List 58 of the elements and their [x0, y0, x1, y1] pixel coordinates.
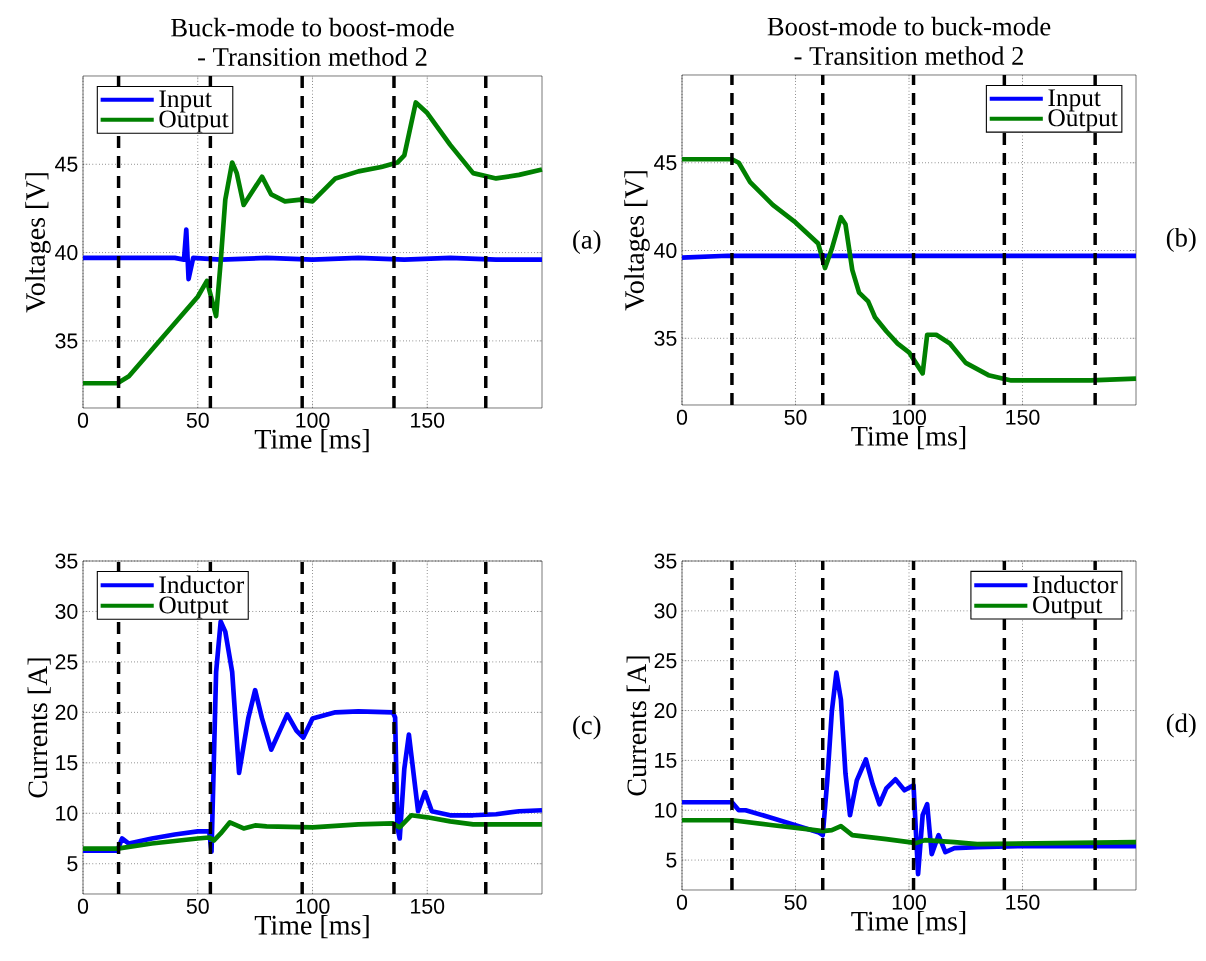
y-tick-label: 10 — [56, 805, 78, 821]
x-axis-title: Time [ms] — [851, 910, 966, 935]
chart-subtitle: - Transition method 2 — [198, 47, 427, 66]
y-tick-label: 30 — [654, 603, 677, 619]
y-axis-title: Voltages [V] — [25, 173, 51, 313]
legend-label: Output — [159, 596, 229, 619]
y-tick-label: 40 — [55, 245, 78, 261]
x-axis-title: Time [ms] — [254, 914, 369, 939]
text: (c) — [573, 715, 601, 740]
text: (d) — [1166, 713, 1196, 738]
legend-label: Output — [1033, 596, 1103, 619]
y-tick-label: 45 — [55, 156, 78, 172]
y-tick-label: 25 — [55, 654, 78, 670]
line-series — [80, 812, 545, 851]
y-tick-label: 20 — [654, 703, 677, 719]
y-tick-label: 25 — [654, 653, 677, 669]
y-tick-label: 15 — [56, 755, 78, 771]
legend-label: Inductor — [159, 575, 245, 594]
y-tick-label: 35 — [55, 553, 78, 569]
x-tick-label: 50 — [186, 898, 209, 914]
x-tick-label: 100 — [892, 894, 926, 910]
chart-title: Boost-mode to buck-mode — [767, 16, 1051, 36]
x-tick-label: 50 — [186, 412, 209, 428]
y-tick-label: 35 — [654, 330, 677, 346]
x-tick-label: 150 — [411, 898, 445, 914]
x-tick-label: 0 — [77, 898, 89, 914]
y-tick-label: 5 — [67, 856, 78, 872]
text: (b) — [1166, 227, 1196, 253]
y-tick-label: 35 — [654, 553, 677, 569]
line-series — [679, 817, 1139, 847]
y-tick-label: 15 — [655, 752, 677, 768]
y-tick-label: 5 — [666, 852, 677, 868]
y-tick-label: 30 — [55, 603, 78, 620]
x-axis-title: Time [ms] — [851, 425, 966, 450]
x-tick-label: 50 — [784, 409, 807, 425]
x-tick-label: 100 — [296, 412, 330, 428]
chart-title: Buck-mode to boost-mode — [171, 17, 454, 37]
legend-label: Inductor — [1032, 575, 1118, 594]
chart-subtitle: - Transition method 2 — [794, 46, 1023, 65]
x-tick-label: 50 — [784, 894, 807, 910]
x-tick-label: 100 — [892, 409, 926, 425]
y-tick-label: 20 — [55, 704, 78, 720]
y-tick-label: 45 — [654, 155, 677, 171]
x-tick-label: 150 — [1006, 894, 1040, 910]
y-tick-label: 35 — [55, 333, 78, 349]
y-axis-title: Currents [A] — [27, 658, 51, 798]
x-tick-label: 150 — [1006, 409, 1040, 425]
x-tick-label: 150 — [411, 412, 445, 428]
text: (a) — [573, 229, 601, 255]
y-tick-label: 10 — [655, 802, 677, 818]
x-tick-label: 0 — [77, 412, 89, 428]
x-tick-label: 0 — [676, 894, 688, 910]
x-axis-title: Time [ms] — [254, 428, 369, 453]
y-axis-title: Currents [A] — [626, 656, 650, 796]
x-tick-label: 100 — [296, 898, 330, 914]
y-axis-title: Voltages [V] — [624, 171, 650, 311]
x-tick-label: 0 — [676, 409, 688, 425]
y-tick-label: 40 — [654, 242, 677, 259]
